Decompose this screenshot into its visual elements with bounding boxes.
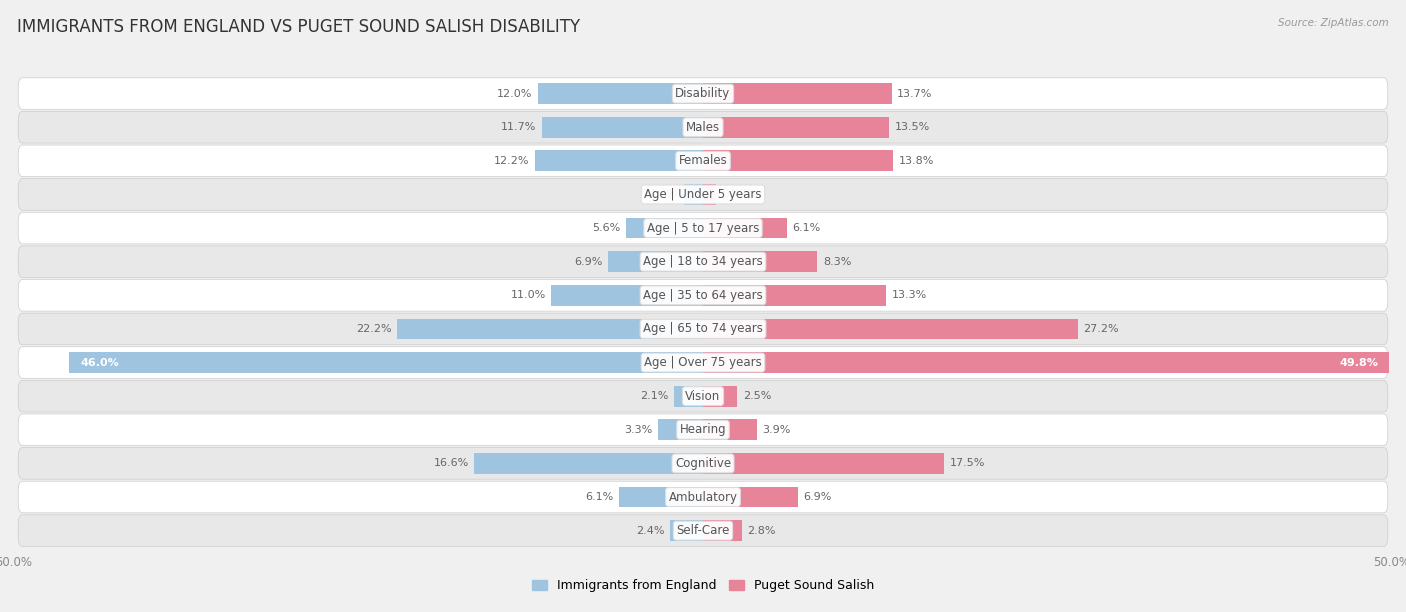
- Text: 8.3%: 8.3%: [823, 256, 851, 267]
- Text: 13.3%: 13.3%: [891, 290, 927, 300]
- Text: Self-Care: Self-Care: [676, 524, 730, 537]
- FancyBboxPatch shape: [18, 381, 1388, 412]
- Text: 6.9%: 6.9%: [574, 256, 602, 267]
- Bar: [703, 218, 787, 239]
- Text: 2.8%: 2.8%: [747, 526, 776, 536]
- Text: IMMIGRANTS FROM ENGLAND VS PUGET SOUND SALISH DISABILITY: IMMIGRANTS FROM ENGLAND VS PUGET SOUND S…: [17, 18, 581, 36]
- Bar: [703, 453, 945, 474]
- Bar: [703, 386, 738, 406]
- Bar: [69, 352, 703, 373]
- Bar: [703, 419, 756, 440]
- Text: Disability: Disability: [675, 87, 731, 100]
- Text: Age | 5 to 17 years: Age | 5 to 17 years: [647, 222, 759, 234]
- Bar: [541, 117, 703, 138]
- Text: Females: Females: [679, 154, 727, 167]
- Text: 12.0%: 12.0%: [496, 89, 531, 99]
- FancyBboxPatch shape: [18, 447, 1388, 479]
- FancyBboxPatch shape: [18, 313, 1388, 345]
- Legend: Immigrants from England, Puget Sound Salish: Immigrants from England, Puget Sound Sal…: [527, 574, 879, 597]
- Bar: [703, 520, 741, 541]
- Text: 13.5%: 13.5%: [894, 122, 929, 132]
- FancyBboxPatch shape: [18, 212, 1388, 244]
- Text: 2.1%: 2.1%: [640, 391, 669, 401]
- Bar: [703, 352, 1389, 373]
- Text: 27.2%: 27.2%: [1083, 324, 1119, 334]
- FancyBboxPatch shape: [18, 179, 1388, 211]
- Text: 12.2%: 12.2%: [494, 156, 530, 166]
- Text: 49.8%: 49.8%: [1340, 357, 1378, 368]
- FancyBboxPatch shape: [18, 111, 1388, 143]
- Text: Vision: Vision: [685, 390, 721, 403]
- Bar: [551, 285, 703, 306]
- Bar: [703, 285, 886, 306]
- Bar: [703, 117, 889, 138]
- Text: Cognitive: Cognitive: [675, 457, 731, 470]
- Text: 17.5%: 17.5%: [949, 458, 986, 468]
- Bar: [619, 487, 703, 507]
- Text: Age | 65 to 74 years: Age | 65 to 74 years: [643, 323, 763, 335]
- Text: Age | Under 5 years: Age | Under 5 years: [644, 188, 762, 201]
- Text: 22.2%: 22.2%: [356, 324, 392, 334]
- Text: 3.3%: 3.3%: [624, 425, 652, 435]
- Bar: [669, 520, 703, 541]
- Bar: [474, 453, 703, 474]
- Text: 11.7%: 11.7%: [501, 122, 536, 132]
- Text: Source: ZipAtlas.com: Source: ZipAtlas.com: [1278, 18, 1389, 28]
- Bar: [703, 151, 893, 171]
- Text: 46.0%: 46.0%: [80, 357, 120, 368]
- Bar: [703, 318, 1078, 339]
- Bar: [534, 151, 703, 171]
- Text: 6.1%: 6.1%: [585, 492, 613, 502]
- Text: 13.8%: 13.8%: [898, 156, 934, 166]
- FancyBboxPatch shape: [18, 347, 1388, 378]
- Bar: [626, 218, 703, 239]
- FancyBboxPatch shape: [18, 414, 1388, 446]
- Text: Ambulatory: Ambulatory: [668, 490, 738, 504]
- Text: 6.9%: 6.9%: [804, 492, 832, 502]
- Bar: [683, 184, 703, 205]
- Bar: [607, 252, 703, 272]
- Text: 2.4%: 2.4%: [636, 526, 665, 536]
- Bar: [703, 184, 717, 205]
- FancyBboxPatch shape: [18, 78, 1388, 110]
- Bar: [703, 487, 799, 507]
- Bar: [673, 386, 703, 406]
- Bar: [396, 318, 703, 339]
- Text: Males: Males: [686, 121, 720, 134]
- Text: 16.6%: 16.6%: [433, 458, 468, 468]
- FancyBboxPatch shape: [18, 145, 1388, 177]
- FancyBboxPatch shape: [18, 481, 1388, 513]
- Bar: [703, 83, 891, 104]
- FancyBboxPatch shape: [18, 515, 1388, 547]
- Text: 0.97%: 0.97%: [721, 190, 758, 200]
- Bar: [658, 419, 703, 440]
- Text: Age | 18 to 34 years: Age | 18 to 34 years: [643, 255, 763, 268]
- Text: 6.1%: 6.1%: [793, 223, 821, 233]
- Text: 3.9%: 3.9%: [762, 425, 790, 435]
- FancyBboxPatch shape: [18, 246, 1388, 277]
- Text: Age | 35 to 64 years: Age | 35 to 64 years: [643, 289, 763, 302]
- Text: 13.7%: 13.7%: [897, 89, 932, 99]
- Text: 5.6%: 5.6%: [592, 223, 620, 233]
- Text: 1.4%: 1.4%: [650, 190, 678, 200]
- Bar: [537, 83, 703, 104]
- Bar: [703, 252, 817, 272]
- Text: Hearing: Hearing: [679, 424, 727, 436]
- Text: Age | Over 75 years: Age | Over 75 years: [644, 356, 762, 369]
- Text: 11.0%: 11.0%: [510, 290, 546, 300]
- Text: 2.5%: 2.5%: [742, 391, 772, 401]
- FancyBboxPatch shape: [18, 280, 1388, 311]
